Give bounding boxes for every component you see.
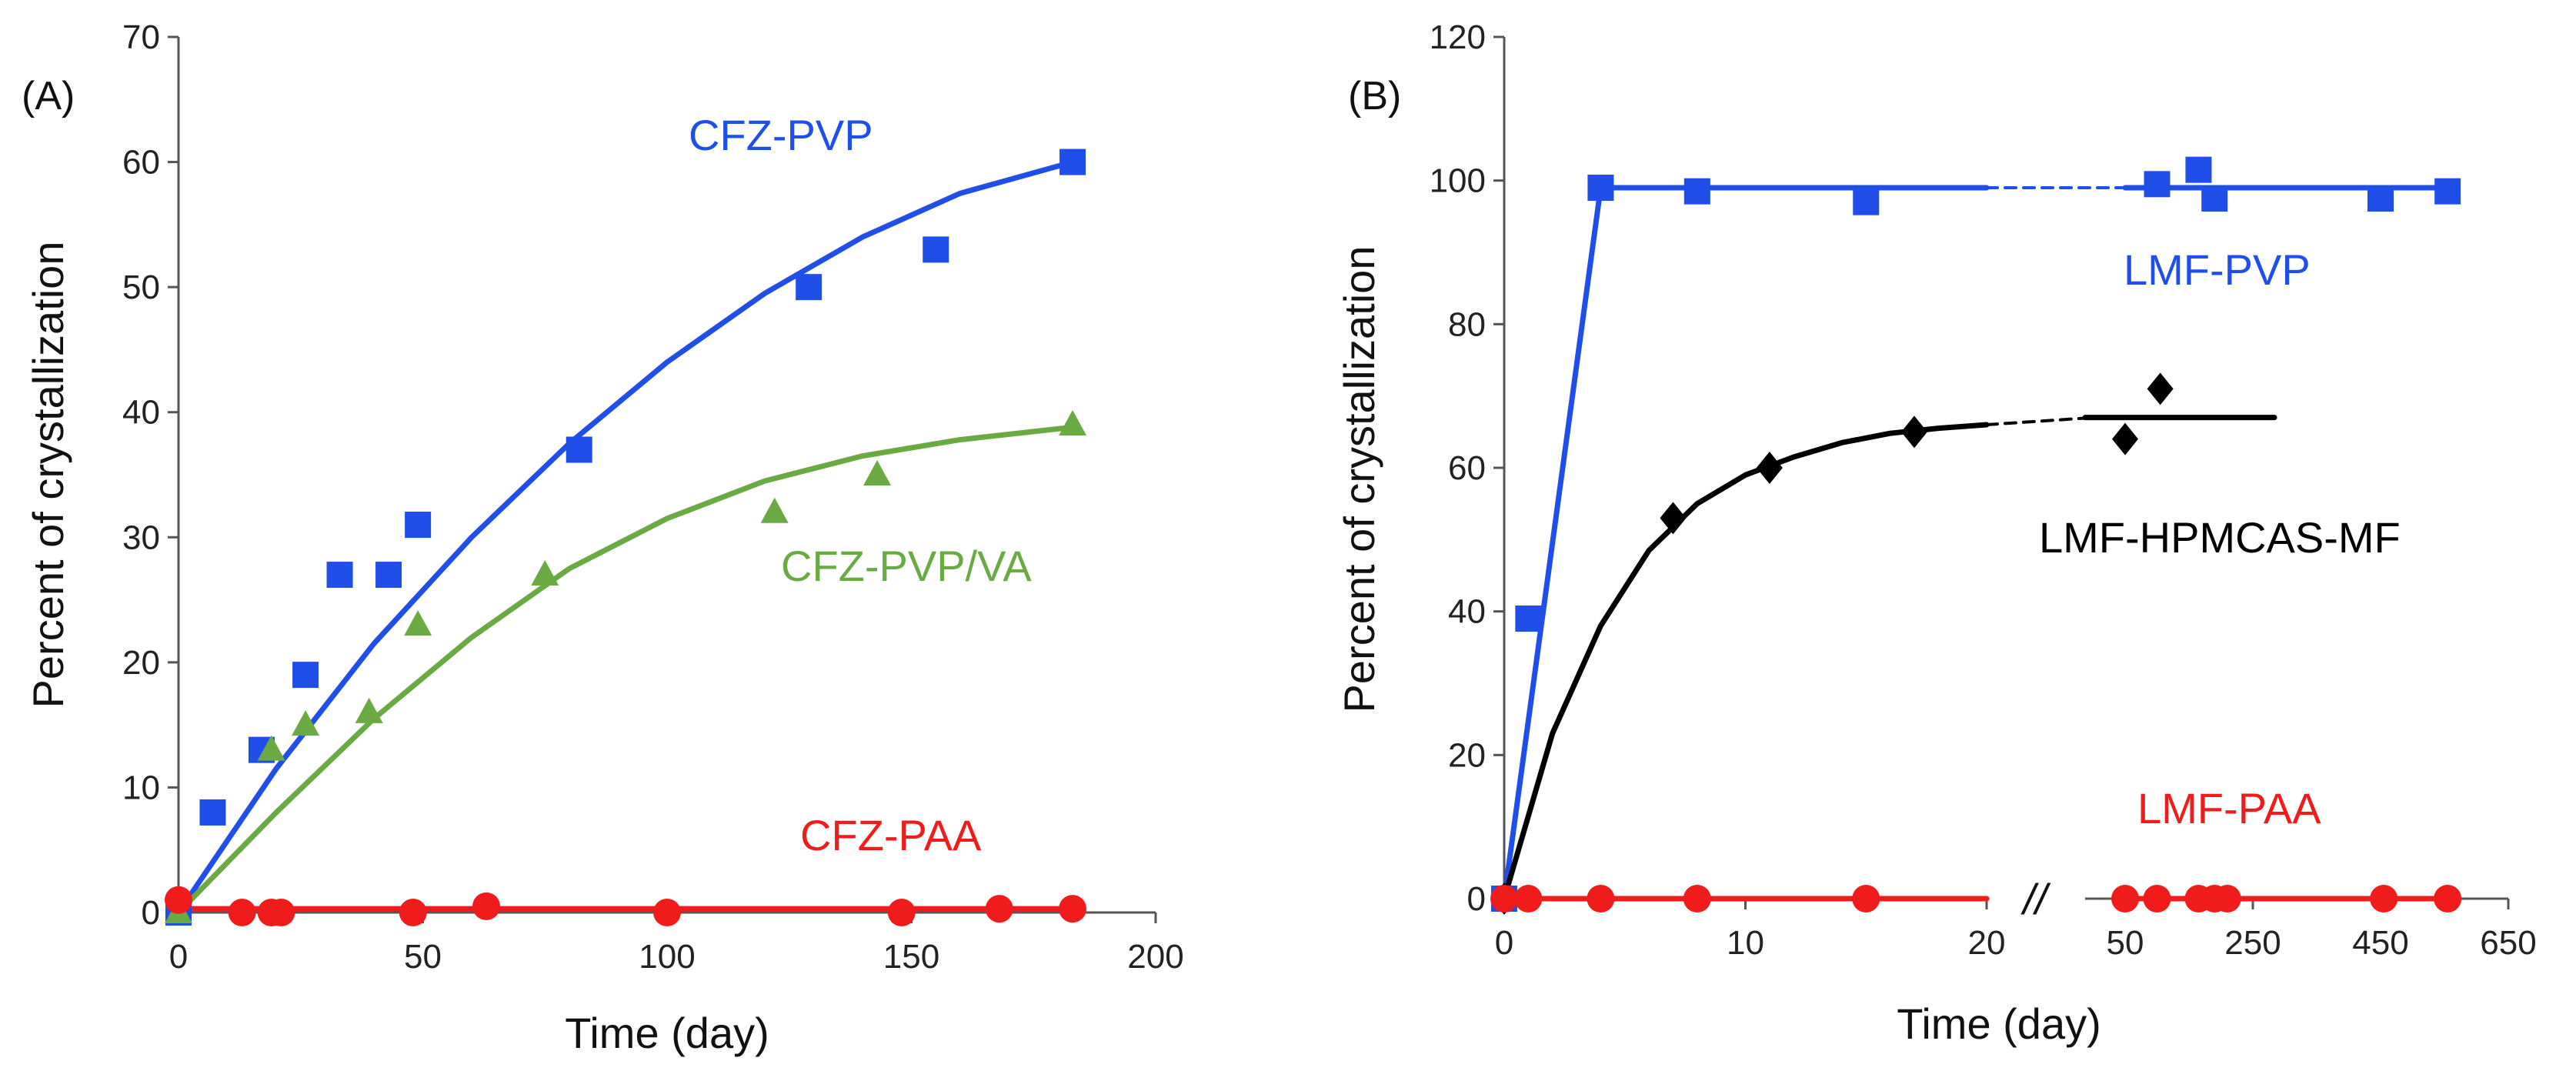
data-point xyxy=(1059,148,1086,175)
panel-a: 0 10 20 30 40 50 60 70 0 50 100 150 200 (A) Time (da… xyxy=(22,18,1184,1057)
panel-b-plot-area xyxy=(1504,37,2508,899)
data-point xyxy=(1587,885,1615,913)
y-tick-label: 100 xyxy=(1430,162,1486,200)
data-point xyxy=(760,497,789,523)
panel-b-label-lmf-hpmcas: LMF-HPMCAS-MF xyxy=(2039,513,2401,562)
data-point xyxy=(1514,885,1543,913)
data-point xyxy=(257,735,285,761)
y-tick-label: 60 xyxy=(1448,449,1486,487)
y-tick-label: 30 xyxy=(122,519,160,556)
x-tick-label: 200 xyxy=(1127,938,1183,976)
fit-line xyxy=(175,424,1076,916)
data-point xyxy=(1683,885,1711,913)
data-point xyxy=(2144,171,2171,198)
data-point xyxy=(796,274,823,301)
data-point xyxy=(2434,885,2462,913)
data-point xyxy=(292,710,320,736)
y-tick-label: 20 xyxy=(122,644,160,682)
data-point xyxy=(165,886,192,914)
data-point xyxy=(405,512,432,539)
fit-line xyxy=(175,159,1076,916)
panel-a-label: (A) xyxy=(22,74,75,118)
x-tick-label: 50 xyxy=(2107,924,2144,962)
data-point xyxy=(404,610,432,636)
x-tick-label: 450 xyxy=(2352,924,2408,962)
panel-a-label-cfz-pvpva: CFZ-PVP/VA xyxy=(781,542,1032,590)
y-tick-label: 60 xyxy=(122,144,160,182)
data-point xyxy=(1683,178,1710,205)
data-point xyxy=(472,892,501,920)
data-point xyxy=(2434,178,2461,205)
y-tick-label: 20 xyxy=(1448,736,1486,774)
data-point xyxy=(1059,895,1087,923)
data-point xyxy=(2112,422,2138,455)
panel-a-plot-area xyxy=(179,37,1156,913)
panel-a-x-title: Time (day) xyxy=(565,1009,769,1057)
data-point xyxy=(1587,175,1614,201)
x-tick-label: 100 xyxy=(639,938,695,976)
data-point xyxy=(985,895,1013,923)
panel-b-label-lmf-paa: LMF-PAA xyxy=(2137,784,2321,832)
panel-a-label-cfz-paa: CFZ-PAA xyxy=(800,811,982,859)
data-point xyxy=(199,799,226,826)
data-point xyxy=(1900,415,1927,449)
data-point xyxy=(1853,189,1880,215)
data-point xyxy=(2111,885,2139,913)
x-tick-label: 50 xyxy=(404,938,442,976)
y-tick-label: 40 xyxy=(1448,593,1486,631)
panel-b-y-title: Percent of crystallization xyxy=(1335,246,1383,713)
panel-b-label-lmf-pvp: LMF-PVP xyxy=(2124,245,2311,294)
data-point xyxy=(399,899,427,926)
panel-b-x-title: Time (day) xyxy=(1897,999,2101,1048)
data-point xyxy=(923,236,949,263)
data-point xyxy=(653,899,681,926)
x-tick-label: 0 xyxy=(1495,924,1513,962)
y-tick-label: 50 xyxy=(122,269,160,306)
x-tick-label: 20 xyxy=(1968,924,2006,962)
x-tick-label: 0 xyxy=(169,938,188,976)
y-tick-label: 70 xyxy=(122,18,160,56)
data-point xyxy=(267,899,295,926)
data-point xyxy=(2213,885,2241,913)
x-tick-label: 150 xyxy=(883,938,939,976)
y-tick-label: 10 xyxy=(122,769,160,806)
data-point xyxy=(2185,156,2212,183)
data-point xyxy=(887,899,916,926)
data-point xyxy=(2367,185,2394,212)
data-point xyxy=(531,560,559,586)
x-tick-label: 10 xyxy=(1727,924,1764,962)
panel-b-axis-break: // xyxy=(2020,875,2051,923)
y-tick-label: 120 xyxy=(1430,18,1486,56)
data-point xyxy=(228,899,256,926)
data-point xyxy=(1852,885,1880,913)
data-point xyxy=(863,460,892,485)
data-point xyxy=(1515,606,1542,632)
data-point xyxy=(2370,885,2398,913)
y-tick-label: 0 xyxy=(142,894,160,932)
data-point xyxy=(1059,409,1087,435)
panel-b: 0 20 40 60 80 100 120 0 10 20 50 250 450 650 // (B) T… xyxy=(1335,18,2537,1048)
x-tick-label: 650 xyxy=(2480,924,2536,962)
data-point xyxy=(326,562,353,589)
fit-line-dashed xyxy=(1985,415,2096,426)
data-point xyxy=(1660,502,1687,535)
data-point xyxy=(1490,885,1518,913)
y-tick-label: 80 xyxy=(1448,305,1486,343)
panel-b-label: (B) xyxy=(1348,74,1401,118)
data-point xyxy=(1756,452,1783,484)
data-point xyxy=(2201,185,2228,212)
y-tick-label: 0 xyxy=(1467,880,1486,918)
data-point xyxy=(292,662,319,689)
x-tick-label: 250 xyxy=(2224,924,2281,962)
data-point xyxy=(355,697,383,723)
panel-a-label-cfz-pvp: CFZ-PVP xyxy=(689,111,873,159)
y-tick-label: 40 xyxy=(122,394,160,432)
panel-a-y-title: Percent of crystallization xyxy=(24,242,72,709)
data-point xyxy=(2147,372,2174,405)
data-point xyxy=(566,436,592,463)
data-point xyxy=(375,562,402,589)
data-point xyxy=(2143,885,2171,913)
